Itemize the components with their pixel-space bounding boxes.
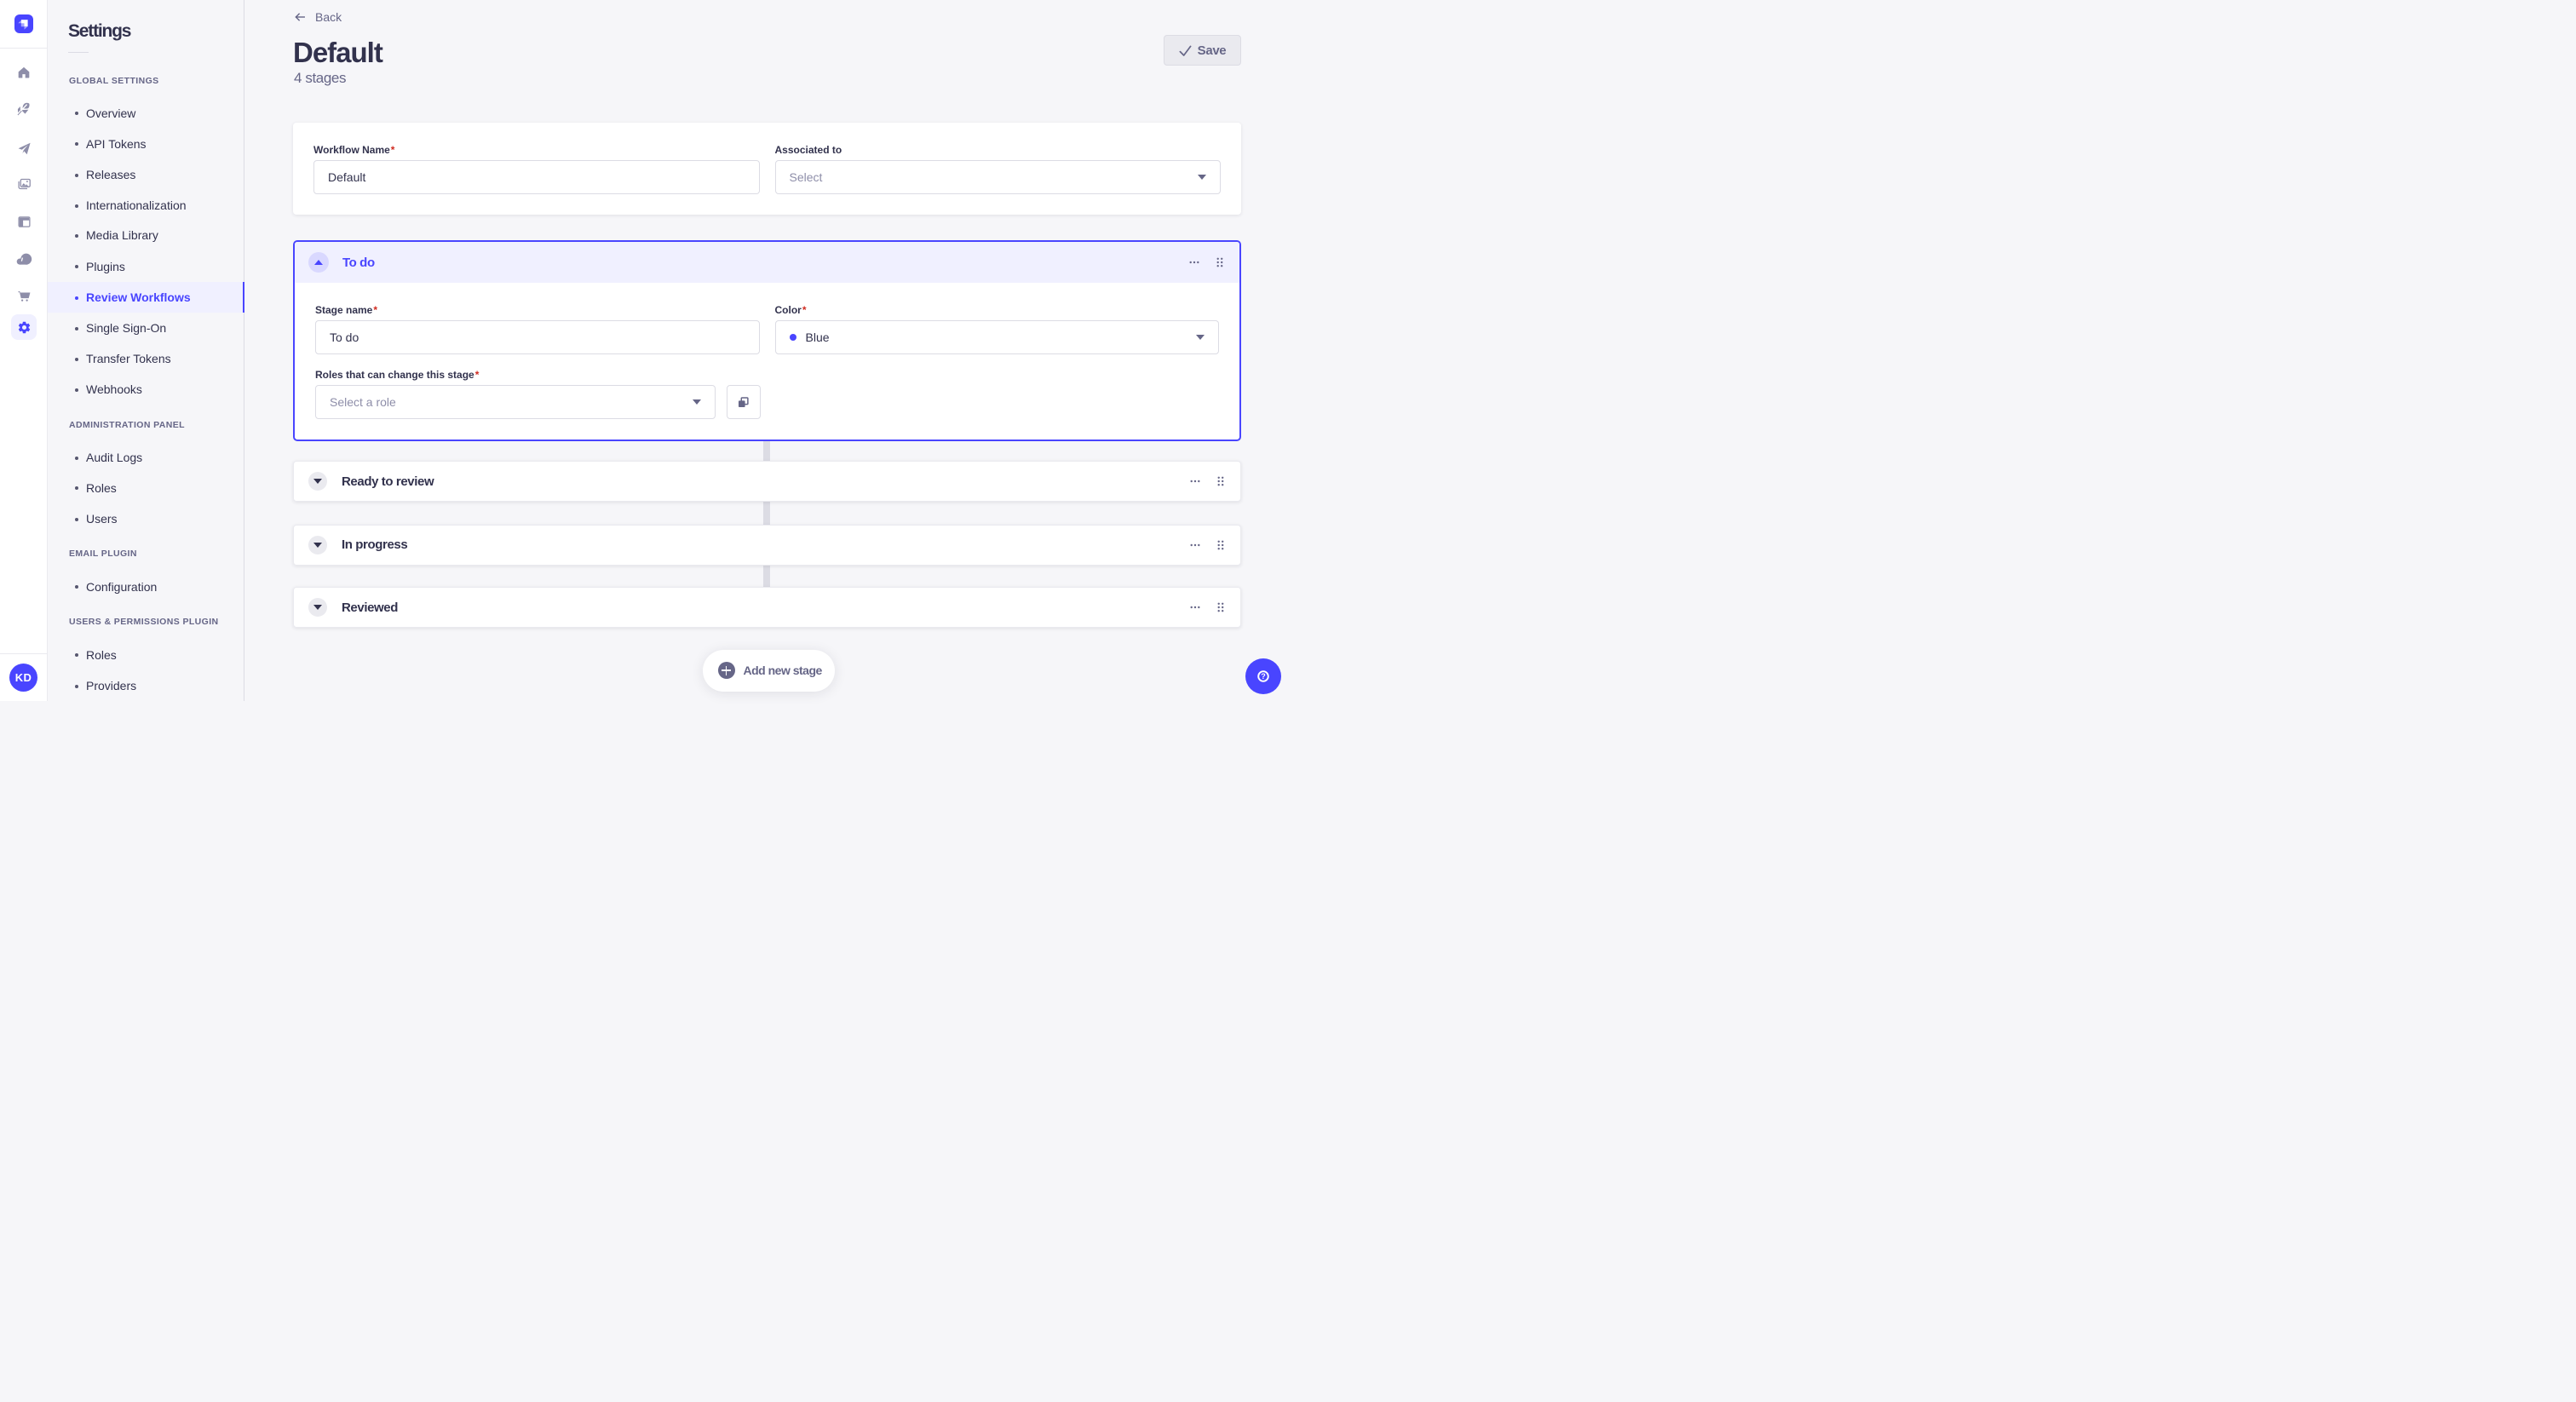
svg-text:?: ? bbox=[1261, 672, 1266, 681]
